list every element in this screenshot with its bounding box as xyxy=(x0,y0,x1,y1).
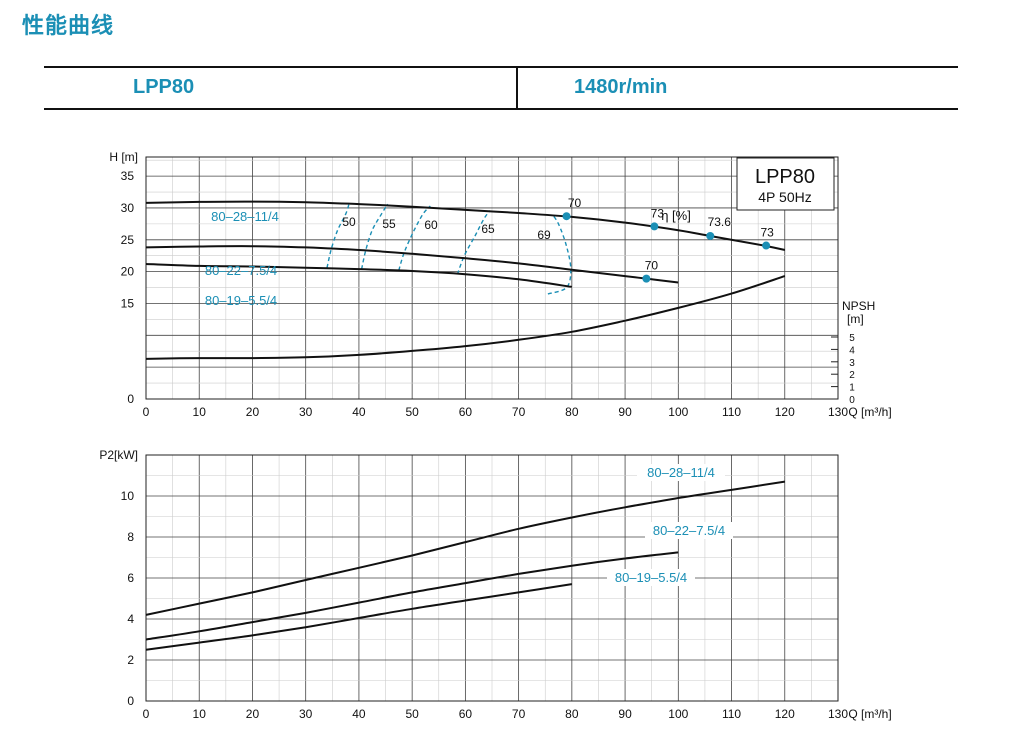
head-curve-label: 80–28–11/4 xyxy=(211,209,279,224)
power-chart-frame xyxy=(145,454,839,702)
power-curve-label: 80–22–7.5/4 xyxy=(653,523,725,538)
power-curve xyxy=(145,583,572,651)
power-chart-x-tick-label: 70 xyxy=(512,707,526,721)
npsh-tick-label: 3 xyxy=(849,358,855,369)
page-title: 性能曲线 xyxy=(22,13,115,38)
efficiency-point xyxy=(762,241,771,250)
head-chart-y-tick-label: 35 xyxy=(121,169,135,183)
efficiency-point-label: 73 xyxy=(760,226,774,240)
efficiency-point xyxy=(562,212,571,221)
head-chart-x-tick-label: 0 xyxy=(143,405,150,419)
power-curve-label-bg xyxy=(645,522,733,539)
power-chart-y-tick-label: 6 xyxy=(127,571,134,585)
head-chart-x-tick-label: 130 xyxy=(828,405,848,419)
head-chart-x-axis-label: Q [m³/h] xyxy=(848,405,891,419)
head-chart-x-tick-label: 110 xyxy=(722,405,741,419)
head-chart-y-tick-label: 30 xyxy=(121,201,135,215)
efficiency-point xyxy=(642,274,651,283)
header-divider xyxy=(516,68,518,108)
head-chart-x-tick-label: 80 xyxy=(565,405,579,419)
efficiency-label: η [%] xyxy=(661,208,691,223)
head-chart-x-tick-label: 20 xyxy=(246,405,260,419)
power-chart-y-tick-label: 10 xyxy=(121,489,135,503)
efficiency-point xyxy=(706,231,715,240)
head-chart-x-tick-label: 10 xyxy=(193,405,207,419)
npsh-tick-label: 4 xyxy=(849,345,855,356)
power-chart-x-tick-label: 20 xyxy=(246,707,260,721)
power-curve-label-bg xyxy=(637,464,725,481)
power-curve-label-bg xyxy=(607,569,695,586)
npsh-axis-label: NPSH xyxy=(842,299,875,313)
power-chart-y-tick-label: 0 xyxy=(127,694,134,708)
power-curve-label: 80–28–11/4 xyxy=(647,465,715,480)
head-chart-frame xyxy=(145,156,839,400)
head-chart-x-tick-label: 30 xyxy=(299,405,313,419)
head-curve-label: 80–19–5.5/4 xyxy=(205,293,277,308)
head-chart-y-tick-label: 20 xyxy=(121,265,135,279)
efficiency-point xyxy=(650,222,659,231)
head-chart-x-tick-label: 40 xyxy=(352,405,366,419)
power-chart-x-tick-label: 40 xyxy=(352,707,366,721)
power-chart-x-tick-label: 100 xyxy=(668,707,688,721)
head-chart-x-tick-label: 70 xyxy=(512,405,526,419)
power-chart-x-tick-label: 110 xyxy=(722,707,741,721)
efficiency-contour xyxy=(326,202,350,268)
efficiency-contour xyxy=(456,210,491,275)
efficiency-contour xyxy=(398,205,431,271)
head-curve-label: 80–22–7.5/4 xyxy=(205,263,277,278)
chart-title: LPP80 xyxy=(755,166,815,188)
power-curve xyxy=(145,551,679,641)
head-chart-y-tick-label: 0 xyxy=(127,392,134,406)
header-model: LPP80 xyxy=(133,76,195,98)
head-chart-x-tick-label: 90 xyxy=(618,405,632,419)
power-chart-x-tick-label: 50 xyxy=(405,707,419,721)
head-chart-y-tick-label: 25 xyxy=(121,233,135,247)
efficiency-point-label: 73 xyxy=(651,206,665,220)
power-chart-x-tick-label: 120 xyxy=(775,707,795,721)
power-chart-x-tick-label: 30 xyxy=(299,707,313,721)
efficiency-contour-label: 50 xyxy=(342,215,356,229)
efficiency-point-label: 70 xyxy=(645,259,659,273)
npsh-tick-label: 5 xyxy=(849,333,855,344)
efficiency-contour xyxy=(547,213,572,295)
model-header-bar: LPP80 1480r/min xyxy=(44,66,958,110)
efficiency-contour-label: 55 xyxy=(382,217,396,231)
power-chart-x-axis-label: Q [m³/h] xyxy=(848,707,891,721)
efficiency-point-label: 70 xyxy=(568,196,582,210)
power-chart-y-tick-label: 8 xyxy=(127,530,134,544)
npsh-axis-unit: [m] xyxy=(847,312,864,326)
power-curve-label: 80–19–5.5/4 xyxy=(615,570,687,585)
power-chart-x-tick-label: 10 xyxy=(193,707,207,721)
npsh-tick-label: 0 xyxy=(849,395,855,406)
power-chart-y-tick-label: 4 xyxy=(127,612,134,626)
efficiency-point-label: 73.6 xyxy=(708,215,732,229)
head-curve xyxy=(145,263,572,288)
chart-title-box xyxy=(736,157,835,211)
npsh-tick-label: 1 xyxy=(849,383,855,394)
power-chart-y-axis-label: P2[kW] xyxy=(99,448,138,462)
power-curve xyxy=(145,480,785,616)
efficiency-contour-label: 65 xyxy=(481,222,495,236)
head-chart-x-tick-label: 50 xyxy=(405,405,419,419)
npsh-tick-label: 2 xyxy=(849,370,855,381)
power-chart-x-tick-label: 0 xyxy=(143,707,150,721)
head-curve xyxy=(145,245,679,284)
power-chart-x-tick-label: 90 xyxy=(618,707,632,721)
head-chart-x-tick-label: 60 xyxy=(459,405,473,419)
chart-subtitle: 4P 50Hz xyxy=(758,189,811,205)
efficiency-contour-label: 69 xyxy=(537,228,551,242)
power-chart-y-tick-label: 2 xyxy=(127,653,134,667)
power-chart-x-tick-label: 60 xyxy=(459,707,473,721)
head-chart-y-axis-label: H [m] xyxy=(109,150,138,164)
header-speed: 1480r/min xyxy=(574,76,668,98)
npsh-curve xyxy=(145,275,786,360)
head-chart-x-tick-label: 120 xyxy=(775,405,795,419)
power-chart-x-tick-label: 130 xyxy=(828,707,848,721)
efficiency-contour xyxy=(360,203,389,270)
power-chart-x-tick-label: 80 xyxy=(565,707,579,721)
efficiency-contour-label: 60 xyxy=(424,218,438,232)
head-chart-x-tick-label: 100 xyxy=(668,405,688,419)
head-chart-y-tick-label: 15 xyxy=(121,296,135,310)
